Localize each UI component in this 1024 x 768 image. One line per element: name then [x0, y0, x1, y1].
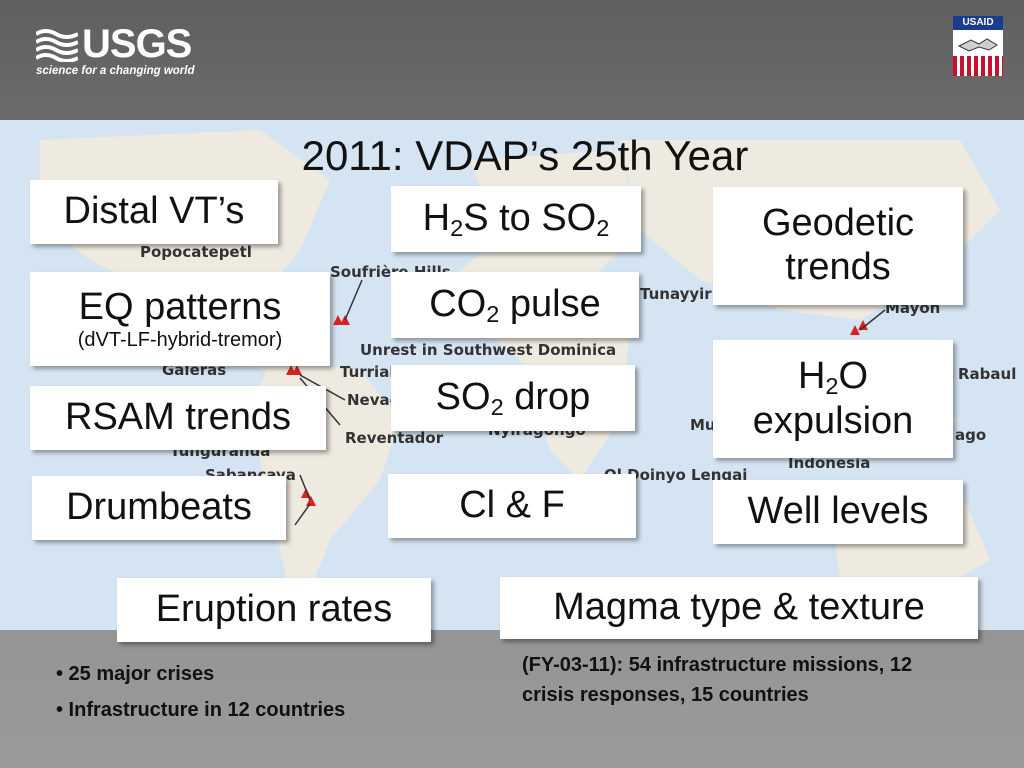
box-drumbeats-text: Drumbeats [66, 486, 252, 529]
bullet-major-crises: • 25 major crises [56, 663, 215, 685]
map-label-popocatepetl: Popocatepetl [140, 243, 252, 261]
map-label-mu: Mu [690, 416, 716, 434]
usgs-wave-icon [36, 29, 78, 62]
box-magma-type: Magma type & texture [500, 577, 978, 639]
slide-title: 2011: VDAP’s 25th Year [301, 132, 749, 179]
map-label-tunayyir: Tunayyir [640, 285, 712, 303]
box-h2s-so2-text: H2S to SO2 [422, 196, 610, 241]
usgs-logo: USGS science for a changing world [36, 22, 206, 82]
map-label-dominica: Unrest in Southwest Dominica [360, 341, 617, 359]
box-co2-pulse: CO2 pulse [391, 272, 639, 338]
map-label-reventador: Reventador [345, 429, 444, 447]
box-rsam-trends-text: RSAM trends [65, 396, 291, 439]
box-h2o-expulsion-line2: expulsion [752, 399, 914, 442]
box-well-levels: Well levels [713, 480, 963, 544]
bullet-infrastructure: • Infrastructure in 12 countries [56, 699, 346, 721]
box-geodetic-trends: Geodetic trends [713, 187, 963, 305]
box-cl-f-text: Cl & F [459, 484, 565, 527]
box-well-levels-text: Well levels [747, 490, 929, 533]
box-geodetic-trends-text: Geodetic trends [761, 202, 915, 288]
box-eq-patterns-sub: (dVT-LF-hybrid-tremor) [77, 329, 283, 352]
box-eq-patterns-text: EQ patterns [78, 285, 282, 328]
footer-bullets: • 25 major crises • Infrastructure in 12… [56, 656, 345, 728]
header-bar: USGS science for a changing world USAID [0, 0, 1024, 118]
map-label-ol-doinyo-lengai: Ol Doinyo Lengai [604, 466, 748, 484]
usaid-stripes [953, 56, 1003, 76]
box-co2-pulse-text: CO2 pulse [429, 282, 601, 327]
box-eruption-rates: Eruption rates [117, 578, 431, 642]
usgs-logo-text: USGS [82, 22, 192, 66]
box-so2-drop: SO2 drop [391, 365, 635, 431]
box-magma-type-text: Magma type & texture [553, 586, 925, 629]
handshake-icon [953, 30, 1003, 56]
map-label-indonesia: Indonesia [788, 454, 871, 472]
box-distal-vt: Distal VT’s [30, 180, 278, 244]
footer-note: (FY-03-11): 54 infrastructure missions, … [522, 654, 913, 706]
box-h2s-so2: H2S to SO2 [391, 186, 641, 252]
box-distal-vt-text: Distal VT’s [63, 190, 245, 233]
usaid-logo: USAID [953, 16, 1003, 76]
box-rsam-trends: RSAM trends [30, 386, 326, 450]
usgs-tagline: science for a changing world [36, 65, 195, 77]
box-h2o-expulsion: H2O expulsion [713, 340, 953, 458]
map-label-rabaul: Rabaul [958, 365, 1017, 383]
map-label-ago: ago [955, 426, 987, 444]
box-drumbeats: Drumbeats [32, 476, 286, 540]
box-eruption-rates-text: Eruption rates [155, 588, 393, 631]
usaid-label: USAID [953, 16, 1003, 30]
box-cl-f: Cl & F [388, 474, 636, 538]
box-h2o-expulsion-line1: H2O [797, 354, 869, 399]
box-so2-drop-text: SO2 drop [435, 375, 591, 420]
box-eq-patterns: EQ patterns (dVT-LF-hybrid-tremor) [30, 272, 330, 366]
